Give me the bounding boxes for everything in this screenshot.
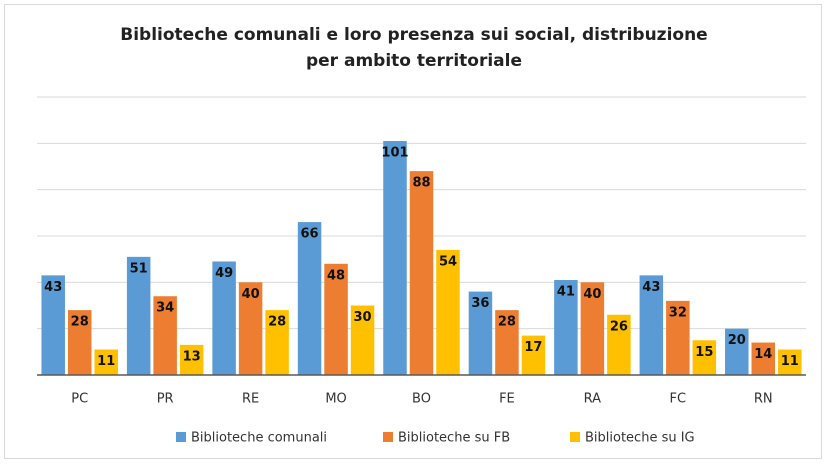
bar <box>468 291 493 375</box>
data-label: 66 <box>301 227 319 242</box>
bar <box>67 310 92 375</box>
data-label: 34 <box>156 301 174 316</box>
bar <box>639 275 664 375</box>
data-label: 41 <box>557 285 575 300</box>
bar <box>238 282 263 375</box>
x-tick-label: PR <box>157 392 174 407</box>
data-label: 88 <box>412 176 430 191</box>
x-tick-label: RE <box>242 392 259 407</box>
data-label: 101 <box>381 146 408 161</box>
x-tick-label: RN <box>754 392 773 407</box>
bar <box>324 263 348 375</box>
x-tick-label: FE <box>499 392 515 407</box>
data-label: 36 <box>471 296 489 311</box>
bar <box>179 344 204 375</box>
data-label: 49 <box>215 266 233 281</box>
data-label: 40 <box>583 287 601 302</box>
x-tick-label: MO <box>325 392 346 407</box>
data-label: 32 <box>669 305 687 320</box>
data-label: 28 <box>268 315 286 330</box>
data-label: 11 <box>781 354 799 369</box>
bar <box>41 275 65 375</box>
x-tick-label: FC <box>670 392 687 407</box>
bar <box>751 342 776 375</box>
data-label: 48 <box>327 268 345 283</box>
chart-frame <box>4 4 822 459</box>
data-label: 28 <box>71 315 89 330</box>
bar <box>265 310 289 375</box>
data-label: 30 <box>354 310 372 325</box>
bar <box>521 335 546 375</box>
data-label: 11 <box>97 354 115 369</box>
legend-label: Biblioteche su IG <box>585 431 695 446</box>
bar <box>436 249 460 375</box>
bar <box>212 261 236 375</box>
data-label: 54 <box>439 254 457 269</box>
bar <box>297 222 322 375</box>
bar <box>692 340 717 375</box>
bar <box>409 171 434 375</box>
legend-swatch <box>176 432 186 442</box>
legend-swatch <box>383 432 393 442</box>
legend-label: Biblioteche su FB <box>398 431 510 446</box>
x-tick-label: BO <box>412 392 431 407</box>
bar <box>495 310 519 375</box>
data-label: 26 <box>610 319 628 334</box>
data-label: 43 <box>44 280 62 295</box>
bar <box>126 256 151 375</box>
data-label: 43 <box>642 280 660 295</box>
bar <box>725 328 749 375</box>
bar <box>666 300 690 375</box>
x-tick-label: RA <box>584 392 602 407</box>
legend-label: Biblioteche comunali <box>191 431 327 446</box>
bar <box>153 296 177 375</box>
bar <box>383 141 407 375</box>
data-label: 28 <box>498 315 516 330</box>
chart-title: Biblioteche comunali e loro presenza sui… <box>120 25 708 71</box>
data-label: 14 <box>754 347 772 362</box>
bar <box>778 349 802 375</box>
bar <box>580 282 605 375</box>
data-label: 20 <box>728 333 746 348</box>
bar <box>94 349 118 375</box>
bar <box>350 305 375 375</box>
legend-swatch <box>570 432 580 442</box>
bar <box>607 314 631 375</box>
x-tick-label: PC <box>71 392 88 407</box>
data-label: 15 <box>695 345 713 360</box>
bar <box>554 280 578 375</box>
data-label: 13 <box>183 349 201 364</box>
data-label: 51 <box>130 261 148 276</box>
data-label: 17 <box>524 340 542 355</box>
data-label: 40 <box>242 287 260 302</box>
